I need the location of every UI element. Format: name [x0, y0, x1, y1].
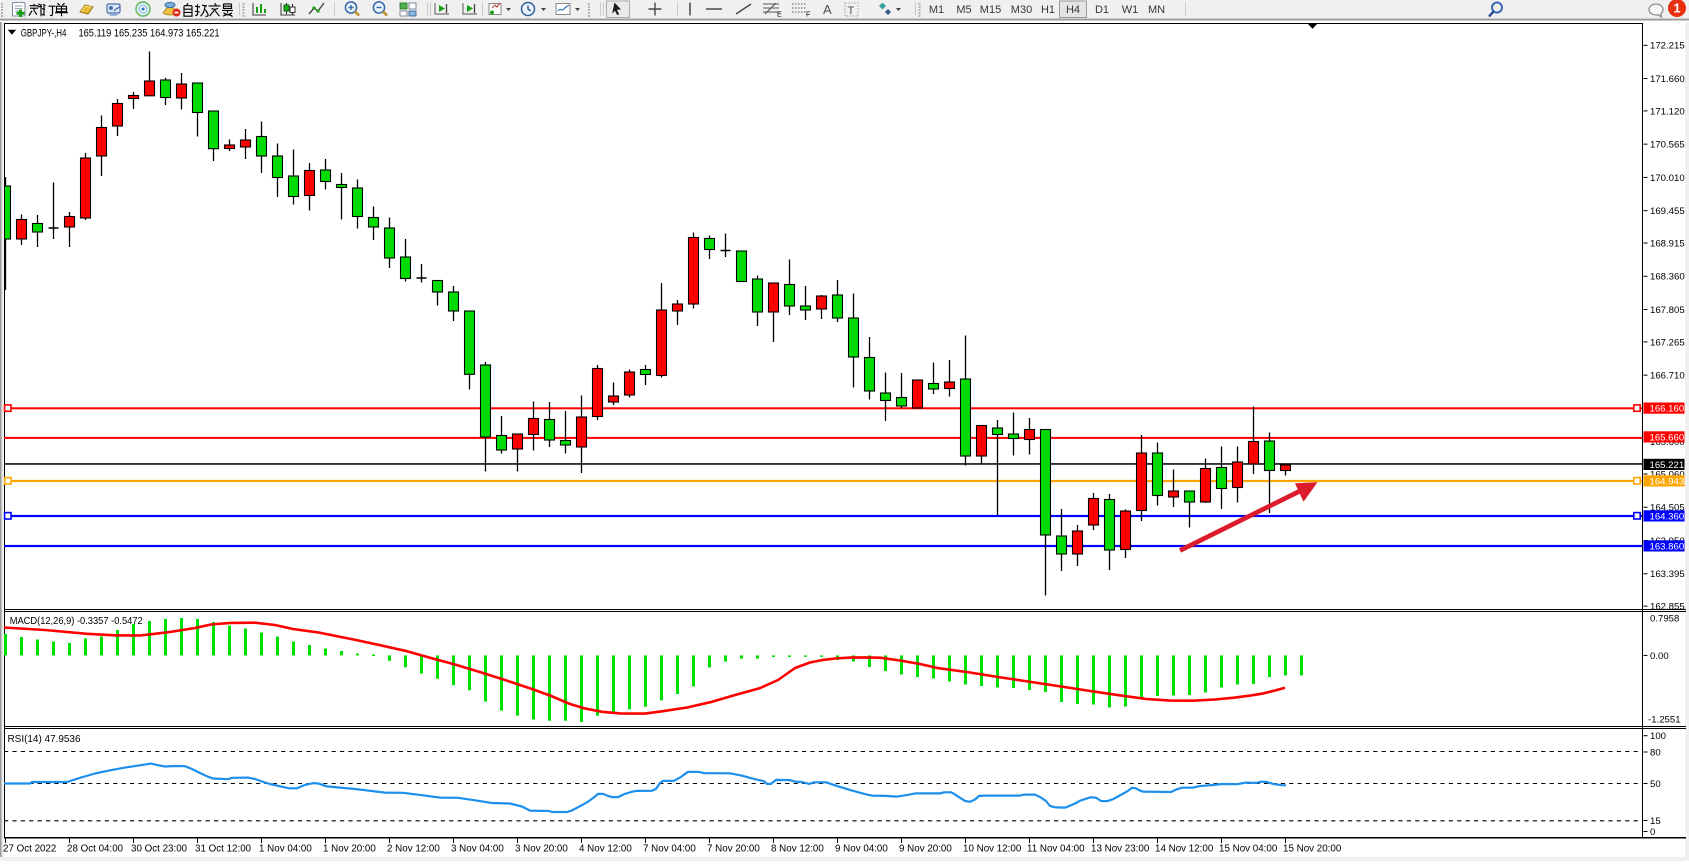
- svg-text:13 Nov 23:00: 13 Nov 23:00: [1091, 843, 1150, 854]
- svg-text:GBPJPY-,H4: GBPJPY-,H4: [21, 27, 67, 39]
- svg-text:166.710: 166.710: [1650, 371, 1685, 382]
- svg-text:0.00: 0.00: [1650, 651, 1669, 662]
- svg-text:M15: M15: [980, 4, 1001, 16]
- svg-text:28 Oct 04:00: 28 Oct 04:00: [67, 843, 124, 854]
- svg-text:15: 15: [1650, 816, 1661, 827]
- svg-text:8 Nov 12:00: 8 Nov 12:00: [771, 843, 824, 854]
- svg-text:H4: H4: [1066, 4, 1080, 16]
- svg-text:F: F: [806, 12, 810, 19]
- svg-text:MACD(12,26,9) -0.3357 -0.5472: MACD(12,26,9) -0.3357 -0.5472: [10, 616, 143, 627]
- svg-text:E: E: [777, 12, 782, 19]
- svg-text:1 Nov 20:00: 1 Nov 20:00: [323, 843, 376, 854]
- svg-text:164.943: 164.943: [1650, 476, 1685, 487]
- svg-text:14 Nov 12:00: 14 Nov 12:00: [1155, 843, 1214, 854]
- svg-text:1: 1: [1673, 1, 1680, 16]
- svg-text:168.360: 168.360: [1650, 272, 1685, 283]
- svg-text:3 Nov 04:00: 3 Nov 04:00: [451, 843, 504, 854]
- svg-text:D1: D1: [1095, 4, 1109, 16]
- svg-text:163.395: 163.395: [1650, 569, 1685, 580]
- svg-text:1 Nov 04:00: 1 Nov 04:00: [259, 843, 312, 854]
- svg-text:167.805: 167.805: [1650, 305, 1685, 316]
- svg-text:165.660: 165.660: [1650, 432, 1685, 443]
- svg-text:4 Nov 12:00: 4 Nov 12:00: [579, 843, 632, 854]
- svg-text:M1: M1: [929, 4, 944, 16]
- svg-text:162.855: 162.855: [1650, 602, 1685, 613]
- svg-text:3 Nov 20:00: 3 Nov 20:00: [515, 843, 568, 854]
- svg-text:10 Nov 12:00: 10 Nov 12:00: [963, 843, 1022, 854]
- svg-text:169.455: 169.455: [1650, 206, 1685, 217]
- svg-text:172.215: 172.215: [1650, 41, 1685, 52]
- svg-text:165.060: 165.060: [1650, 469, 1685, 480]
- svg-text:163.860: 163.860: [1650, 541, 1685, 552]
- svg-text:170.010: 170.010: [1650, 173, 1685, 184]
- svg-text:M5: M5: [956, 4, 971, 16]
- svg-text:9 Nov 04:00: 9 Nov 04:00: [835, 843, 888, 854]
- svg-text:168.915: 168.915: [1650, 238, 1685, 249]
- svg-text:W1: W1: [1122, 4, 1139, 16]
- svg-text:30 Oct 23:00: 30 Oct 23:00: [131, 843, 188, 854]
- svg-text:H1: H1: [1041, 4, 1055, 16]
- svg-text:RSI(14) 47.9536: RSI(14) 47.9536: [8, 734, 81, 745]
- svg-text:7 Nov 04:00: 7 Nov 04:00: [643, 843, 696, 854]
- svg-text:9 Nov 20:00: 9 Nov 20:00: [899, 843, 952, 854]
- svg-text:15 Nov 04:00: 15 Nov 04:00: [1219, 843, 1278, 854]
- svg-text:171.120: 171.120: [1650, 106, 1685, 117]
- svg-text:166.160: 166.160: [1650, 404, 1685, 415]
- svg-text:M30: M30: [1011, 4, 1032, 16]
- svg-text:170.565: 170.565: [1650, 140, 1685, 151]
- svg-text:165.221: 165.221: [1650, 460, 1685, 471]
- svg-text:-1.2551: -1.2551: [1648, 715, 1681, 726]
- svg-text:80: 80: [1650, 747, 1661, 758]
- svg-text:171.660: 171.660: [1650, 74, 1685, 85]
- svg-text:0: 0: [1650, 827, 1655, 838]
- svg-text:MN: MN: [1148, 4, 1165, 16]
- svg-text:164.505: 164.505: [1650, 503, 1685, 514]
- svg-text:27 Oct 2022: 27 Oct 2022: [3, 843, 56, 854]
- svg-text:31 Oct 12:00: 31 Oct 12:00: [195, 843, 252, 854]
- svg-text:A: A: [823, 2, 832, 17]
- svg-text:165.600: 165.600: [1650, 437, 1685, 448]
- svg-text:7 Nov 20:00: 7 Nov 20:00: [707, 843, 760, 854]
- svg-text:167.265: 167.265: [1650, 337, 1685, 348]
- svg-text:165.119 165.235 164.973 165.22: 165.119 165.235 164.973 165.221: [79, 27, 220, 39]
- svg-text:50: 50: [1650, 779, 1661, 790]
- svg-text:164.360: 164.360: [1650, 511, 1685, 522]
- svg-text:2 Nov 12:00: 2 Nov 12:00: [387, 843, 440, 854]
- svg-text:0.7958: 0.7958: [1650, 614, 1679, 625]
- svg-text:15 Nov 20:00: 15 Nov 20:00: [1283, 843, 1342, 854]
- svg-text:100: 100: [1650, 731, 1666, 742]
- svg-text:T: T: [848, 5, 855, 17]
- svg-text:11 Nov 04:00: 11 Nov 04:00: [1027, 843, 1085, 854]
